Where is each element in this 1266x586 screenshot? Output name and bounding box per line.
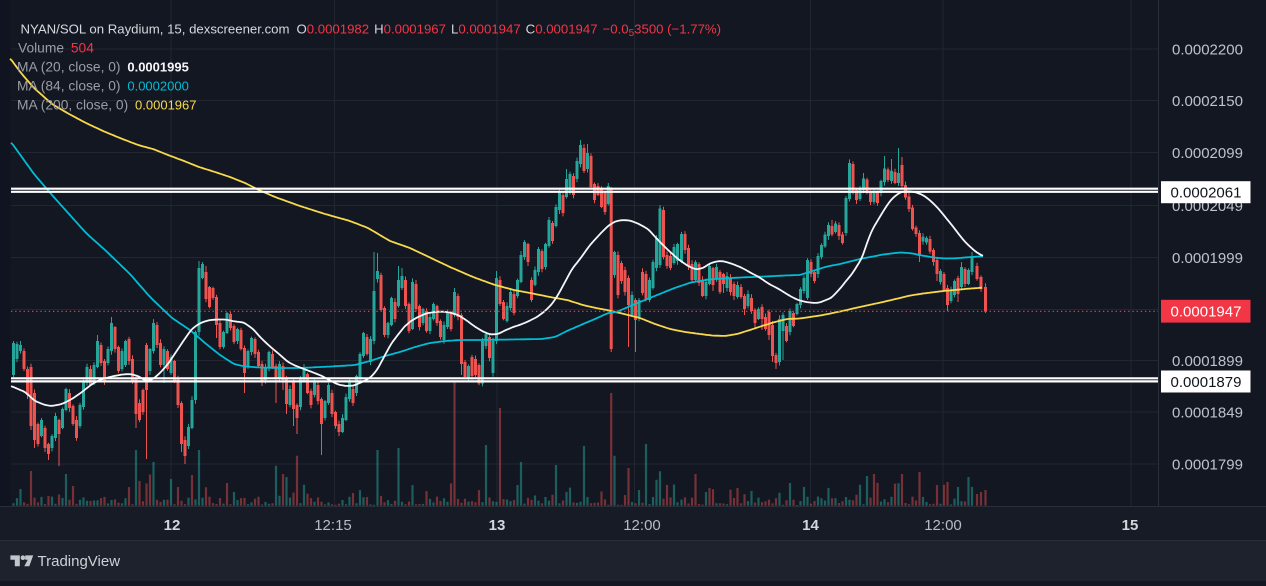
svg-text:0.0001947: 0.0001947	[1171, 304, 1242, 321]
svg-text:15: 15	[1122, 517, 1139, 534]
svg-text:0.0002061: 0.0002061	[1171, 185, 1242, 202]
svg-text:Volume 504: Volume 504	[18, 41, 94, 56]
svg-text:0.0001799: 0.0001799	[1172, 456, 1243, 473]
svg-text:0.0002099: 0.0002099	[1172, 145, 1243, 162]
svg-text:14: 14	[802, 517, 819, 534]
svg-text:12: 12	[164, 517, 181, 534]
svg-text:0.0001849: 0.0001849	[1172, 404, 1243, 421]
svg-text:13: 13	[489, 517, 506, 534]
svg-text:0.0001899: 0.0001899	[1172, 353, 1243, 370]
svg-text:0.0001999: 0.0001999	[1172, 250, 1243, 267]
svg-text:0.0002200: 0.0002200	[1172, 41, 1243, 58]
svg-text:12:00: 12:00	[924, 517, 962, 534]
svg-text:12:15: 12:15	[314, 517, 352, 534]
svg-text:TradingView: TradingView	[38, 553, 121, 570]
svg-text:12:00: 12:00	[623, 517, 661, 534]
svg-text:MA (200, close, 0) 0.0001967: MA (200, close, 0) 0.0001967	[17, 98, 196, 113]
svg-text:MA (20, close, 0) 0.0001995: MA (20, close, 0) 0.0001995	[17, 60, 189, 75]
svg-text:0.0002150: 0.0002150	[1172, 93, 1243, 110]
svg-text:0.0001879: 0.0001879	[1171, 374, 1242, 391]
svg-text:MA (84, close, 0) 0.0002000: MA (84, close, 0) 0.0002000	[17, 79, 189, 94]
